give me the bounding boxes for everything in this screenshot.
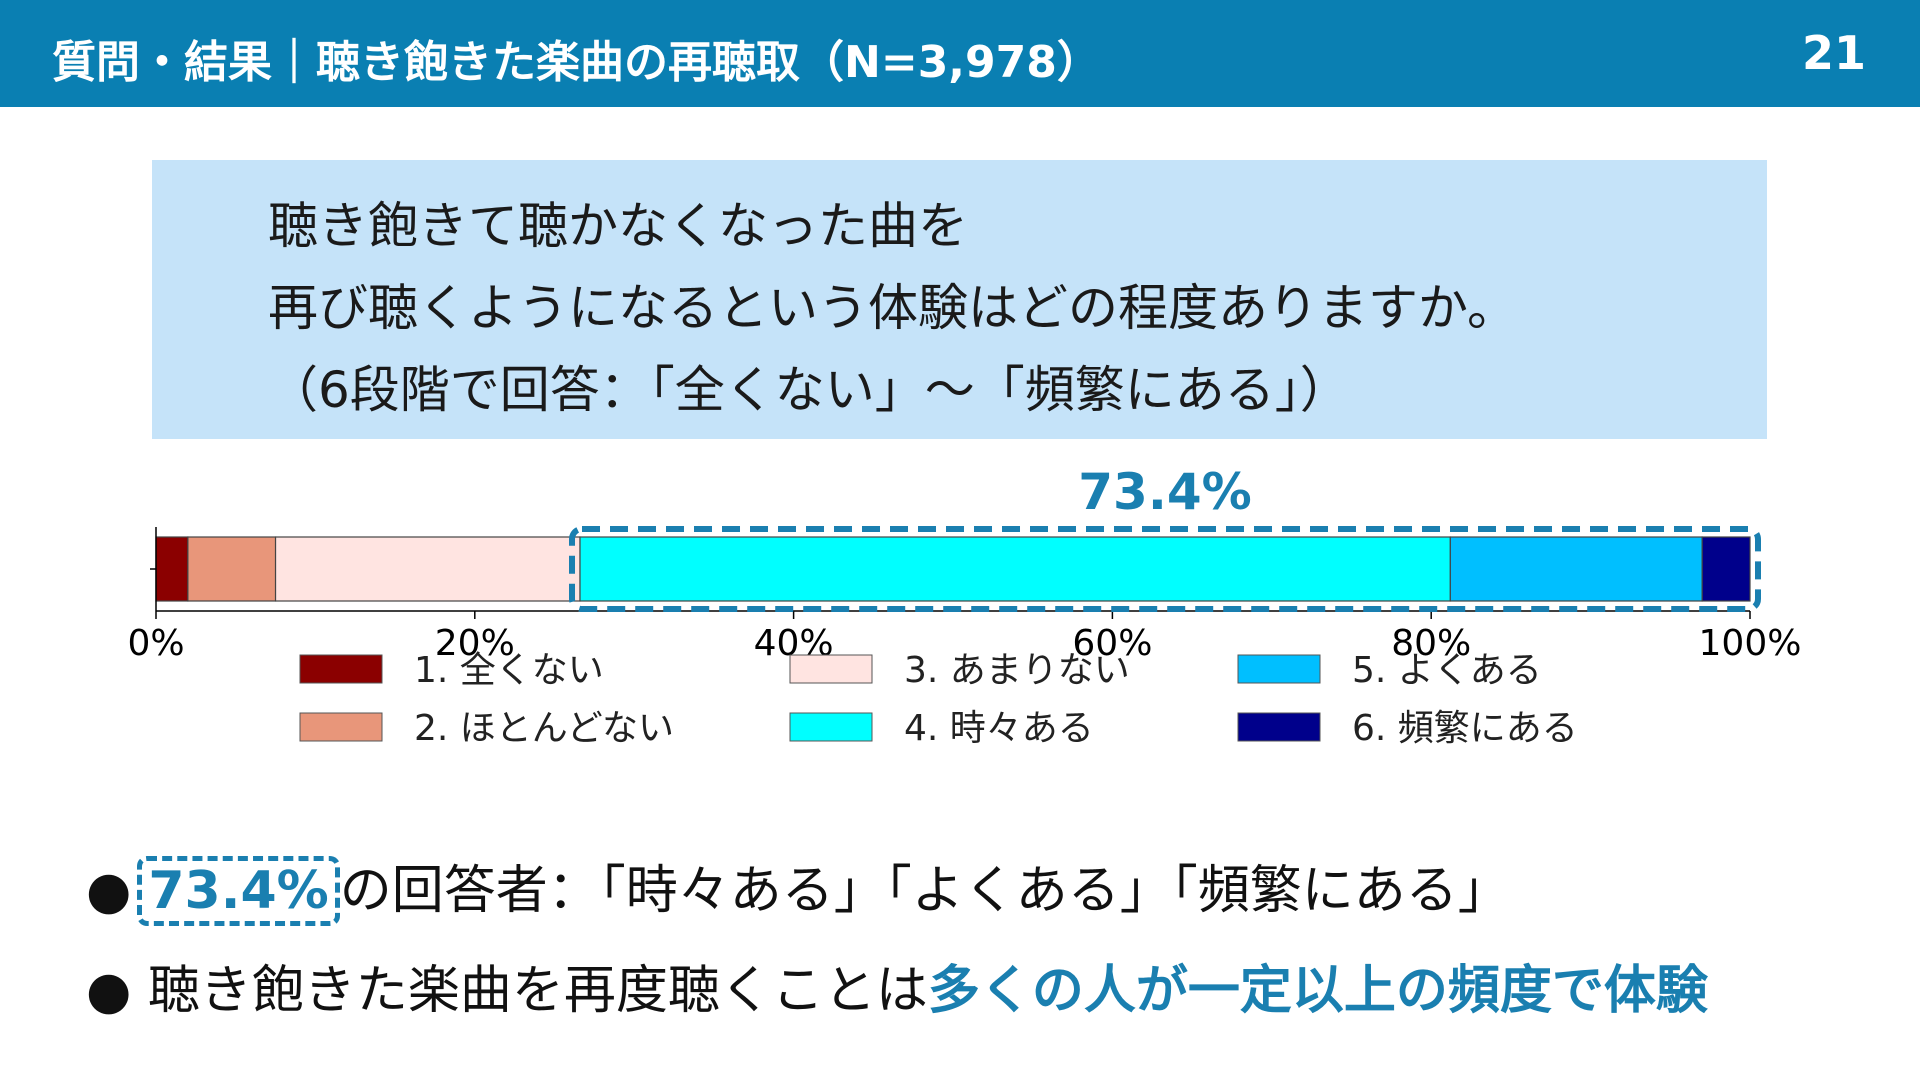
- header-bar: 質問・結果｜聴き飽きた楽曲の再聴取（N=3,978） 21: [0, 0, 1920, 107]
- legend-label-4: 4. 時々ある: [904, 708, 1094, 749]
- legend-swatch-4: [789, 712, 873, 742]
- legend-swatch-2: [299, 712, 383, 742]
- question-line-2: 再び聴くようになるという体験はどの程度ありますか。: [268, 279, 1517, 337]
- x-tick-label: 80%: [1391, 623, 1471, 664]
- legend-swatch-5: [1237, 654, 1321, 684]
- bar-segment-1: [155, 536, 189, 602]
- x-tick-label: 100%: [1699, 623, 1802, 664]
- bullet-2-highlight: 多くの人が一定以上の頻度で体験: [927, 961, 1708, 1021]
- bullet-marker: ●: [86, 861, 132, 921]
- legend-label-5: 5. よくある: [1352, 650, 1542, 691]
- x-tick-label: 0%: [127, 623, 184, 664]
- legend-swatch-6: [1237, 712, 1321, 742]
- x-tick-label: 60%: [1072, 623, 1152, 664]
- question-line-3: （6段階で回答：「全くない」～「頻繁にある」）: [268, 361, 1350, 419]
- page-number: 21: [1801, 26, 1866, 80]
- legend-label-1: 1. 全くない: [414, 650, 604, 691]
- x-tick-label: 20%: [435, 623, 515, 664]
- legend-label-6: 6. 頻繁にある: [1352, 708, 1578, 749]
- bar-segment-6: [1701, 536, 1751, 602]
- bullet-marker: ●: [86, 961, 132, 1021]
- question-line-1: 聴き飽きて聴かなくなった曲を: [268, 197, 968, 255]
- question-box: 聴き飽きて聴かなくなった曲を 再び聴くようになるという体験はどの程度ありますか。…: [152, 160, 1767, 439]
- bullet-2: ● 聴き飽きた楽曲を再度聴くことは多くの人が一定以上の頻度で体験: [86, 948, 1708, 1023]
- bullet-2-text: 聴き飽きた楽曲を再度聴くことは: [147, 961, 928, 1021]
- bullet-1-text: の回答者：「時々ある」「よくある」「頻繁にある」: [339, 861, 1510, 921]
- annotation-dashed-box: [569, 526, 1761, 612]
- bar-segment-2: [187, 536, 277, 602]
- legend-swatch-1: [299, 654, 383, 684]
- bar-segment-5: [1449, 536, 1703, 602]
- annotation-label: 73.4%: [1078, 463, 1251, 521]
- slide-title: 質問・結果｜聴き飽きた楽曲の再聴取（N=3,978）: [52, 37, 1101, 88]
- bar-segment-3: [274, 536, 581, 602]
- legend-label-2: 2. ほとんどない: [414, 708, 674, 749]
- bar-segment-4: [579, 536, 1451, 602]
- legend-swatch-3: [789, 654, 873, 684]
- legend-label-3: 3. あまりない: [904, 650, 1130, 691]
- bullet-percentage-box: 73.4%: [137, 856, 340, 926]
- bullet-1: ● 73.4% の回答者：「時々ある」「よくある」「頻繁にある」: [86, 848, 1510, 926]
